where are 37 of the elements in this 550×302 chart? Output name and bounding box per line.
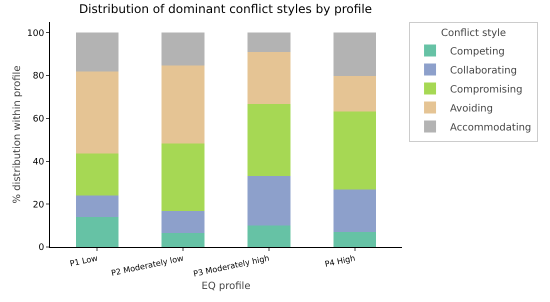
legend-label: Competing bbox=[450, 46, 505, 58]
bar bbox=[247, 225, 290, 247]
legend-label: Collaborating bbox=[450, 65, 517, 76]
bar bbox=[76, 71, 119, 154]
bar bbox=[162, 144, 205, 211]
bar bbox=[333, 76, 376, 112]
y-tick-label: 80 bbox=[32, 72, 44, 82]
bar bbox=[76, 217, 119, 247]
bar bbox=[76, 196, 119, 218]
chart-title: Distribution of dominant conflict styles by profile bbox=[78, 2, 372, 16]
bar bbox=[162, 32, 205, 66]
bar bbox=[333, 190, 376, 232]
legend-label: Accommodating bbox=[450, 122, 532, 134]
bar bbox=[333, 32, 376, 76]
bar bbox=[247, 52, 290, 104]
legend-label: Avoiding bbox=[450, 103, 493, 114]
y-tick-label: 60 bbox=[32, 114, 44, 125]
bar bbox=[333, 232, 376, 247]
bar bbox=[333, 111, 376, 190]
bar bbox=[162, 210, 205, 233]
y-tick-label: 100 bbox=[27, 28, 44, 39]
x-tick-label: P1 Low bbox=[68, 254, 99, 268]
y-tick-label: 40 bbox=[32, 157, 44, 168]
legend-label: Compromising bbox=[450, 84, 522, 96]
x-tick-label: P4 High bbox=[324, 254, 356, 269]
y-tick-label: 0 bbox=[38, 243, 44, 254]
bar bbox=[76, 32, 119, 72]
x-axis-title: EQ profile bbox=[202, 281, 250, 292]
y-tick-label: 20 bbox=[32, 200, 44, 210]
bar bbox=[247, 176, 290, 226]
bar bbox=[247, 104, 290, 176]
bar bbox=[162, 232, 205, 247]
bar bbox=[162, 66, 205, 144]
legend-title: Conflict style bbox=[440, 28, 506, 39]
bar bbox=[247, 32, 290, 52]
bar bbox=[76, 153, 119, 196]
y-axis-title: % distribution within profile bbox=[12, 66, 23, 204]
